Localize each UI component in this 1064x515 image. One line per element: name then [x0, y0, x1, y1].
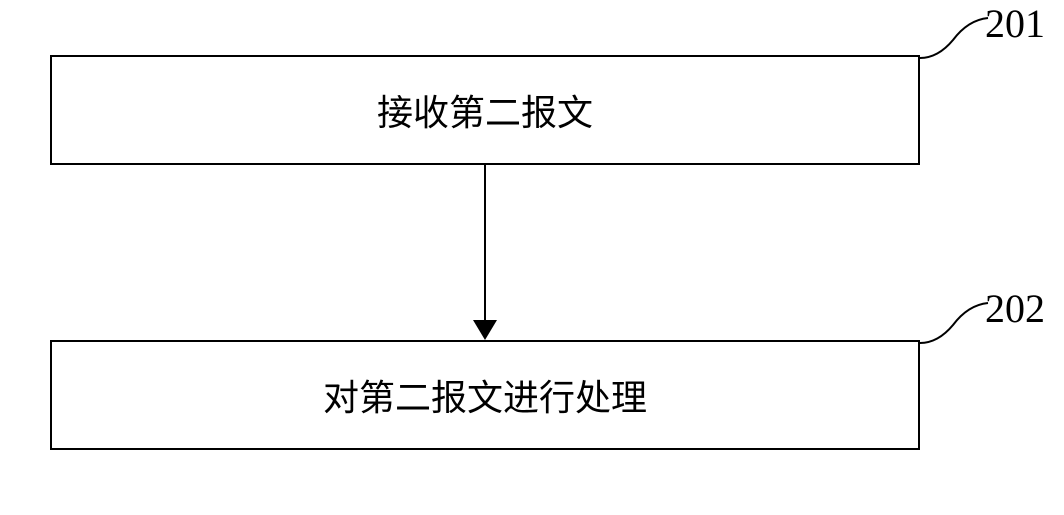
arrow-1-line	[484, 165, 486, 325]
step-2-label: 202	[985, 285, 1045, 332]
step-1-label: 201	[985, 0, 1045, 47]
arrow-1-head	[473, 320, 497, 340]
flowchart-step-1: 接收第二报文	[50, 55, 920, 165]
step-2-text: 对第二报文进行处理	[323, 369, 647, 421]
flowchart-step-2: 对第二报文进行处理	[50, 340, 920, 450]
step-1-text: 接收第二报文	[377, 84, 593, 136]
flowchart-container: 接收第二报文 201 对第二报文进行处理 202	[0, 0, 1064, 515]
